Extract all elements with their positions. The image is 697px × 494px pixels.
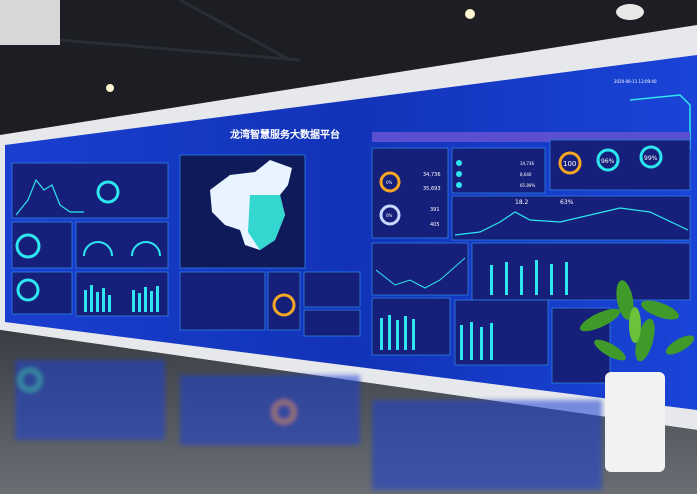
ring-99-label: 99% xyxy=(644,155,658,162)
ring-96-label: 96% xyxy=(601,158,615,165)
score-ring xyxy=(558,151,582,175)
speedometer xyxy=(83,241,113,257)
line-chart xyxy=(375,257,466,289)
ring-gauge-orange xyxy=(379,171,401,193)
plant-pot xyxy=(605,372,665,472)
plant xyxy=(579,280,695,362)
left-panels xyxy=(11,162,169,317)
right-panels xyxy=(371,139,691,384)
svg-text:34,736: 34,736 xyxy=(520,161,534,166)
stat-value-b: 35,693 xyxy=(423,186,441,192)
notice-banner xyxy=(372,132,690,142)
timestamp: 2020-06-11 13:09:40 xyxy=(614,79,657,84)
area-chart xyxy=(15,178,84,216)
ring-gauge xyxy=(96,180,120,204)
ring-a-label: 0% xyxy=(386,180,393,185)
bar-chart xyxy=(84,285,159,312)
stat-value-a: 34,736 xyxy=(423,172,441,178)
ring-gauge-white xyxy=(379,204,401,226)
speedometer xyxy=(131,241,161,257)
score-value: 100 xyxy=(563,160,576,168)
ceiling-light xyxy=(465,9,475,19)
ceiling-light xyxy=(106,84,114,92)
highlight-value: 18.2 xyxy=(515,199,529,206)
right-bar-charts xyxy=(380,260,568,360)
stat-value-d: 405 xyxy=(430,222,440,228)
ring-gauge xyxy=(16,278,40,302)
svg-text:65.89%: 65.89% xyxy=(520,183,535,188)
svg-text:8,640: 8,640 xyxy=(520,172,532,177)
ring-b-label: 0% xyxy=(386,213,393,218)
ring-96 xyxy=(596,148,620,172)
indicator-list: 34,736 8,640 65.89% xyxy=(456,160,535,188)
ring-gauge xyxy=(15,233,41,259)
projector xyxy=(0,0,60,45)
ring-99 xyxy=(639,145,663,169)
highlight-percent: 63% xyxy=(560,199,574,206)
middle-panels xyxy=(179,271,361,337)
dashboard-title: 龙湾智慧服务大数据平台 xyxy=(229,128,340,141)
stat-value-c: 391 xyxy=(430,207,440,213)
floor-reflection xyxy=(15,360,602,490)
ring-gauge xyxy=(272,293,296,317)
ceiling-light xyxy=(616,4,644,20)
line-chart xyxy=(454,207,689,236)
